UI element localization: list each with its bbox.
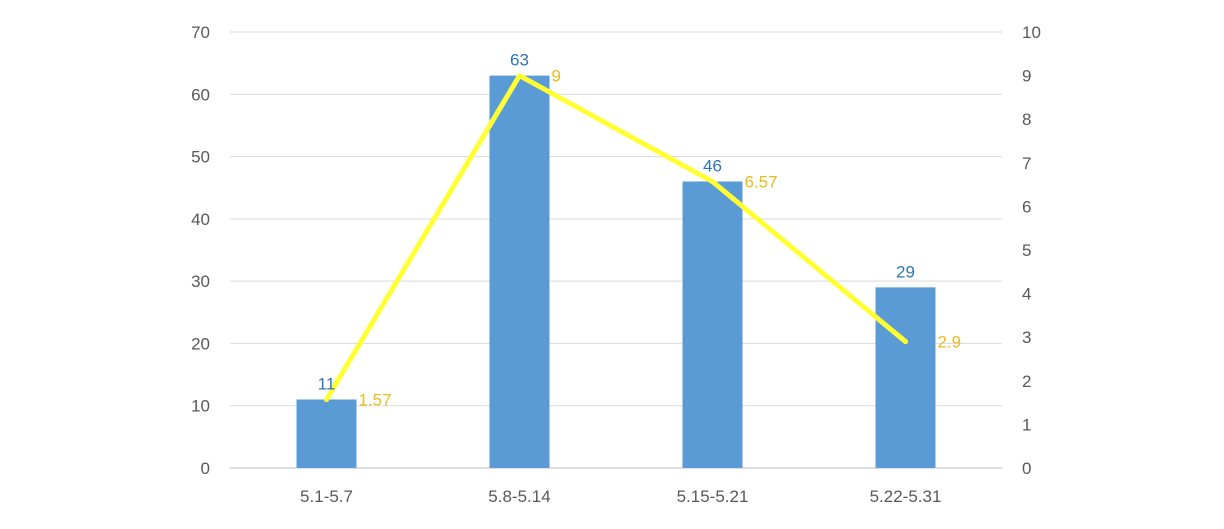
y2-tick-label: 6 <box>1022 197 1031 216</box>
left-y-axis: 0 10 20 30 40 50 60 70 <box>191 23 210 478</box>
line-point <box>903 339 908 345</box>
y-tick-label: 70 <box>191 23 210 42</box>
y-tick-label: 20 <box>191 334 210 353</box>
x-tick-label: 5.15-5.21 <box>677 487 749 506</box>
bar <box>296 399 357 468</box>
y2-tick-label: 7 <box>1022 154 1031 173</box>
data-labels: 11 63 46 29 1.57 9 6.57 2.9 <box>318 51 961 410</box>
line-value-label: 2.9 <box>938 333 962 352</box>
y-tick-label: 60 <box>191 85 210 104</box>
y-tick-label: 0 <box>201 459 210 478</box>
y-tick-label: 40 <box>191 210 210 229</box>
y2-tick-label: 1 <box>1022 415 1031 434</box>
x-axis: 5.1-5.7 5.8-5.14 5.15-5.21 5.22-5.31 <box>300 487 941 506</box>
bar <box>682 181 743 468</box>
line-point <box>517 73 522 79</box>
bar <box>489 75 550 468</box>
line-point <box>710 179 715 185</box>
y2-tick-label: 4 <box>1022 285 1031 304</box>
x-tick-label: 5.22-5.31 <box>870 487 942 506</box>
bar-value-label: 63 <box>510 51 529 70</box>
line-value-label: 1.57 <box>359 391 392 410</box>
y2-tick-label: 2 <box>1022 372 1031 391</box>
line-point <box>324 397 329 403</box>
line-path <box>324 73 908 403</box>
x-tick-label: 5.8-5.14 <box>488 487 550 506</box>
bar-value-label: 46 <box>703 156 722 175</box>
right-y-axis: 0 1 2 3 4 5 6 7 8 9 10 <box>1022 23 1041 478</box>
y2-tick-label: 3 <box>1022 328 1031 347</box>
line-value-label: 6.57 <box>745 173 778 192</box>
line-series <box>324 73 908 403</box>
x-tick-label: 5.1-5.7 <box>300 487 353 506</box>
bar-value-label: 11 <box>318 374 336 393</box>
y2-tick-label: 8 <box>1022 110 1031 129</box>
bar-value-label: 29 <box>896 262 915 281</box>
y2-tick-label: 9 <box>1022 67 1031 86</box>
y2-tick-label: 10 <box>1022 23 1041 42</box>
y-tick-label: 30 <box>191 272 210 291</box>
y-tick-label: 50 <box>191 148 210 167</box>
y-tick-label: 10 <box>191 397 210 416</box>
y2-tick-label: 5 <box>1022 241 1031 260</box>
bar-series <box>296 75 936 468</box>
bar <box>875 287 936 468</box>
y2-tick-label: 0 <box>1022 459 1031 478</box>
line-value-label: 9 <box>552 67 561 86</box>
